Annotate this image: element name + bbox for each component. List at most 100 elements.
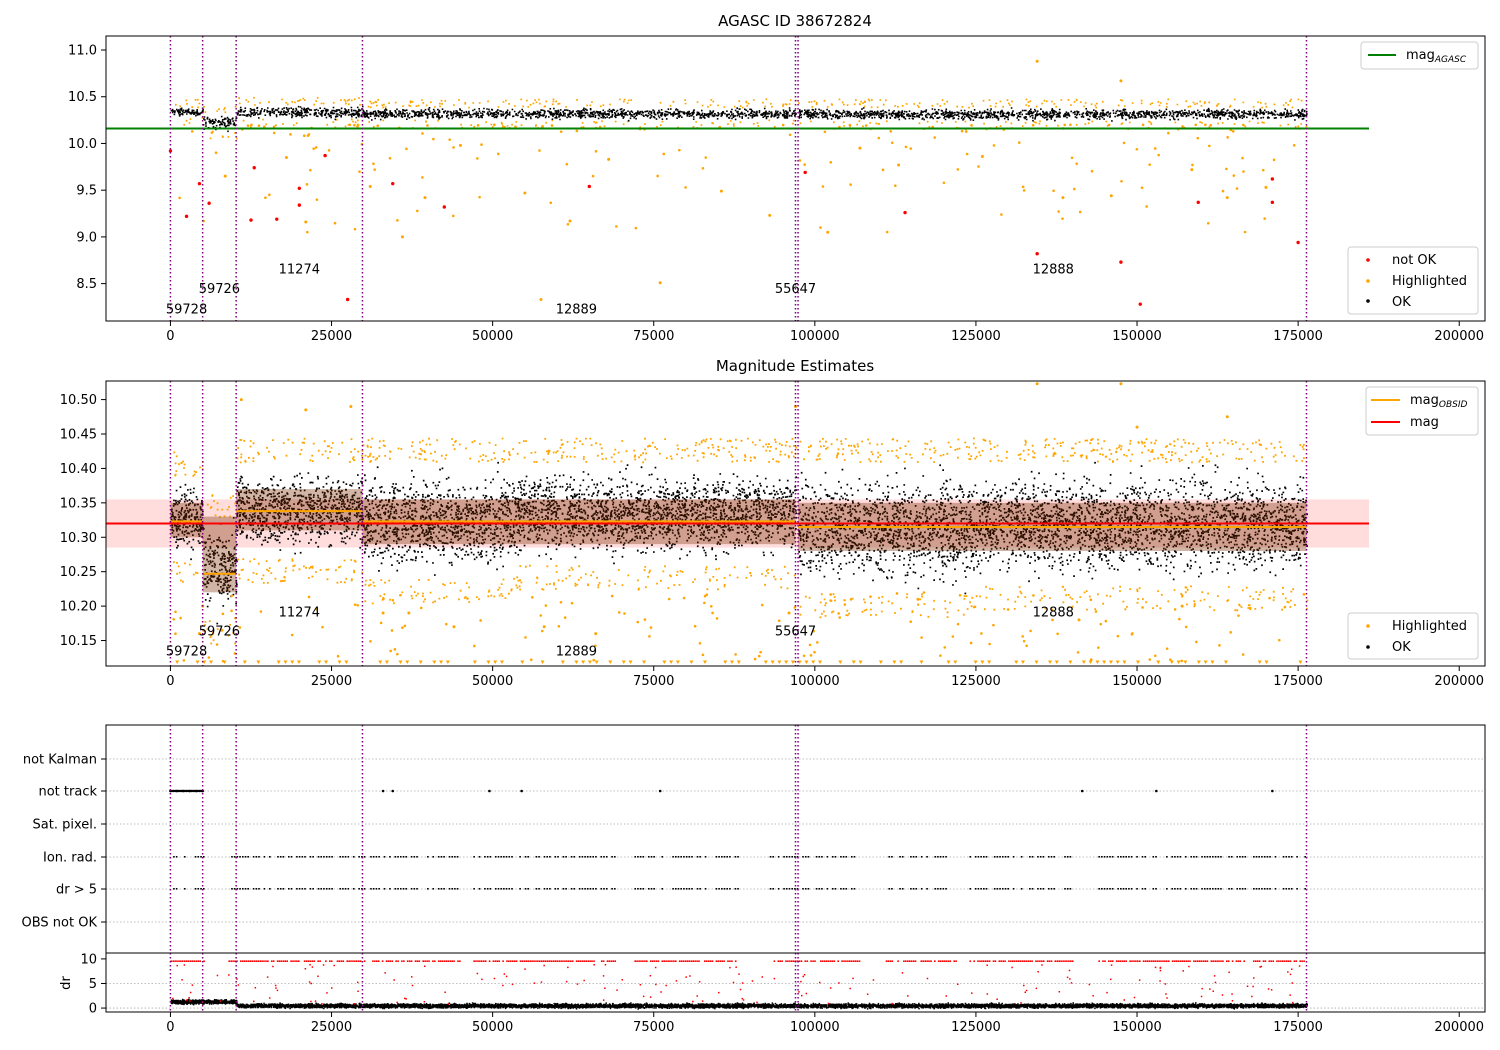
highlighted-point (575, 129, 579, 133)
highlighted-point (1232, 174, 1236, 177)
dr-gt-5-point (794, 888, 796, 890)
highlighted-point (808, 643, 812, 647)
dr-gt-5-point (1106, 888, 1109, 890)
highlighted-point (466, 597, 469, 600)
dr-gt-5-point (1037, 888, 1039, 890)
ion-rad-point (834, 856, 837, 858)
clipped-marker (1054, 660, 1059, 664)
highlighted-point (401, 626, 404, 629)
ion-rad-point (1230, 856, 1233, 858)
highlighted-point (869, 595, 872, 598)
dr-gt-5-point (557, 888, 559, 890)
dr-gt-5-point (802, 888, 804, 890)
ion-rad-point (312, 856, 314, 858)
ion-rad-point (554, 856, 557, 858)
dr-gt-5-point (993, 888, 996, 890)
highlighted-point (373, 168, 376, 171)
ion-rad-point (173, 856, 175, 858)
ion-rad-point (1241, 856, 1244, 858)
clipped-marker (784, 660, 789, 664)
highlighted-point (230, 609, 233, 613)
dr-gt-5-point (1195, 888, 1198, 890)
dr-gt-5-point (715, 888, 718, 890)
ion-rad-point (842, 856, 845, 858)
highlighted-point (246, 124, 250, 127)
dr-gt-5-point (1004, 888, 1007, 890)
ion-rad-point (1174, 856, 1176, 858)
highlighted-point (591, 174, 595, 178)
dr-gt-5-point (685, 888, 688, 890)
ion-rad-point (699, 856, 701, 858)
ion-rad-point (802, 856, 804, 858)
ion-rad-point (1239, 856, 1241, 858)
ion-rad-point (915, 856, 918, 858)
ion-rad-point (473, 856, 475, 858)
highlighted-point (336, 654, 340, 658)
clipped-marker (987, 660, 992, 664)
highlighted-point (1029, 629, 1032, 633)
highlighted-point (382, 597, 385, 601)
highlighted-point (305, 183, 309, 186)
ion-rad-point (1012, 856, 1015, 858)
dr-gt-5-point (456, 888, 459, 890)
highlighted-point (221, 612, 225, 616)
highlighted-point (1225, 415, 1229, 419)
ion-rad-point (296, 856, 298, 858)
dr-gt-5-point (584, 888, 586, 890)
dr-gt-5-point (985, 888, 988, 890)
dr-gt-5-point (451, 888, 453, 890)
clipped-marker (472, 660, 477, 664)
panel-mag-frame (105, 380, 1486, 667)
ion-rad-point (589, 856, 592, 858)
dr-gt-5-point (888, 888, 891, 890)
ion-rad-point (252, 856, 255, 858)
dr-gt-5-point (1128, 888, 1130, 890)
obsid-label: 59726 (199, 282, 240, 297)
dr-gt-5-point (578, 888, 581, 890)
highlighted-point (1090, 169, 1094, 173)
highlighted-point (1206, 221, 1210, 225)
dr-gt-5-point (448, 888, 451, 890)
clipped-marker (445, 660, 450, 664)
ion-rad-point (339, 856, 341, 858)
dr-gt-5-point (383, 888, 386, 890)
ion-rad-point (443, 856, 445, 858)
ion-rad-point (891, 856, 893, 858)
highlighted-point (172, 617, 176, 621)
highlighted-point (356, 123, 360, 127)
not-ok-point (903, 210, 907, 215)
y-tick-label: 10.50 (60, 393, 97, 408)
highlighted-point (1140, 186, 1144, 190)
dr-gt-5-point (473, 888, 475, 890)
highlighted-point (314, 607, 318, 611)
ion-rad-point (370, 856, 372, 858)
ion-rad-point (1106, 856, 1109, 858)
highlighted-point (1130, 632, 1134, 636)
dr-gt-5-point (977, 888, 980, 890)
highlighted-point (956, 622, 960, 626)
highlighted-point (826, 230, 830, 234)
y-tick-label: 10 (80, 952, 97, 967)
dr-gt-5-point (312, 888, 314, 890)
highlighted-point (837, 612, 840, 615)
clipped-marker (493, 660, 498, 664)
ion-rad-point (484, 856, 486, 858)
clipped-marker (1135, 660, 1140, 664)
ion-rad-point (1101, 856, 1103, 858)
clipped-marker (689, 660, 694, 664)
ion-rad-point (1269, 856, 1271, 858)
dr-gt-5-point (1098, 888, 1100, 890)
highlighted-point (848, 123, 852, 127)
legend-mag-ok: OK (1392, 640, 1411, 655)
highlighted-point (238, 626, 242, 629)
highlighted-point (197, 632, 201, 636)
highlighted-point (1153, 147, 1157, 150)
clipped-marker (669, 660, 674, 664)
highlighted-point (617, 611, 621, 614)
clipped-marker (344, 660, 349, 664)
highlighted-point (214, 151, 218, 155)
dr-gt-5-point (1012, 888, 1015, 890)
ion-rad-point (375, 856, 378, 858)
highlighted-point (988, 642, 991, 646)
